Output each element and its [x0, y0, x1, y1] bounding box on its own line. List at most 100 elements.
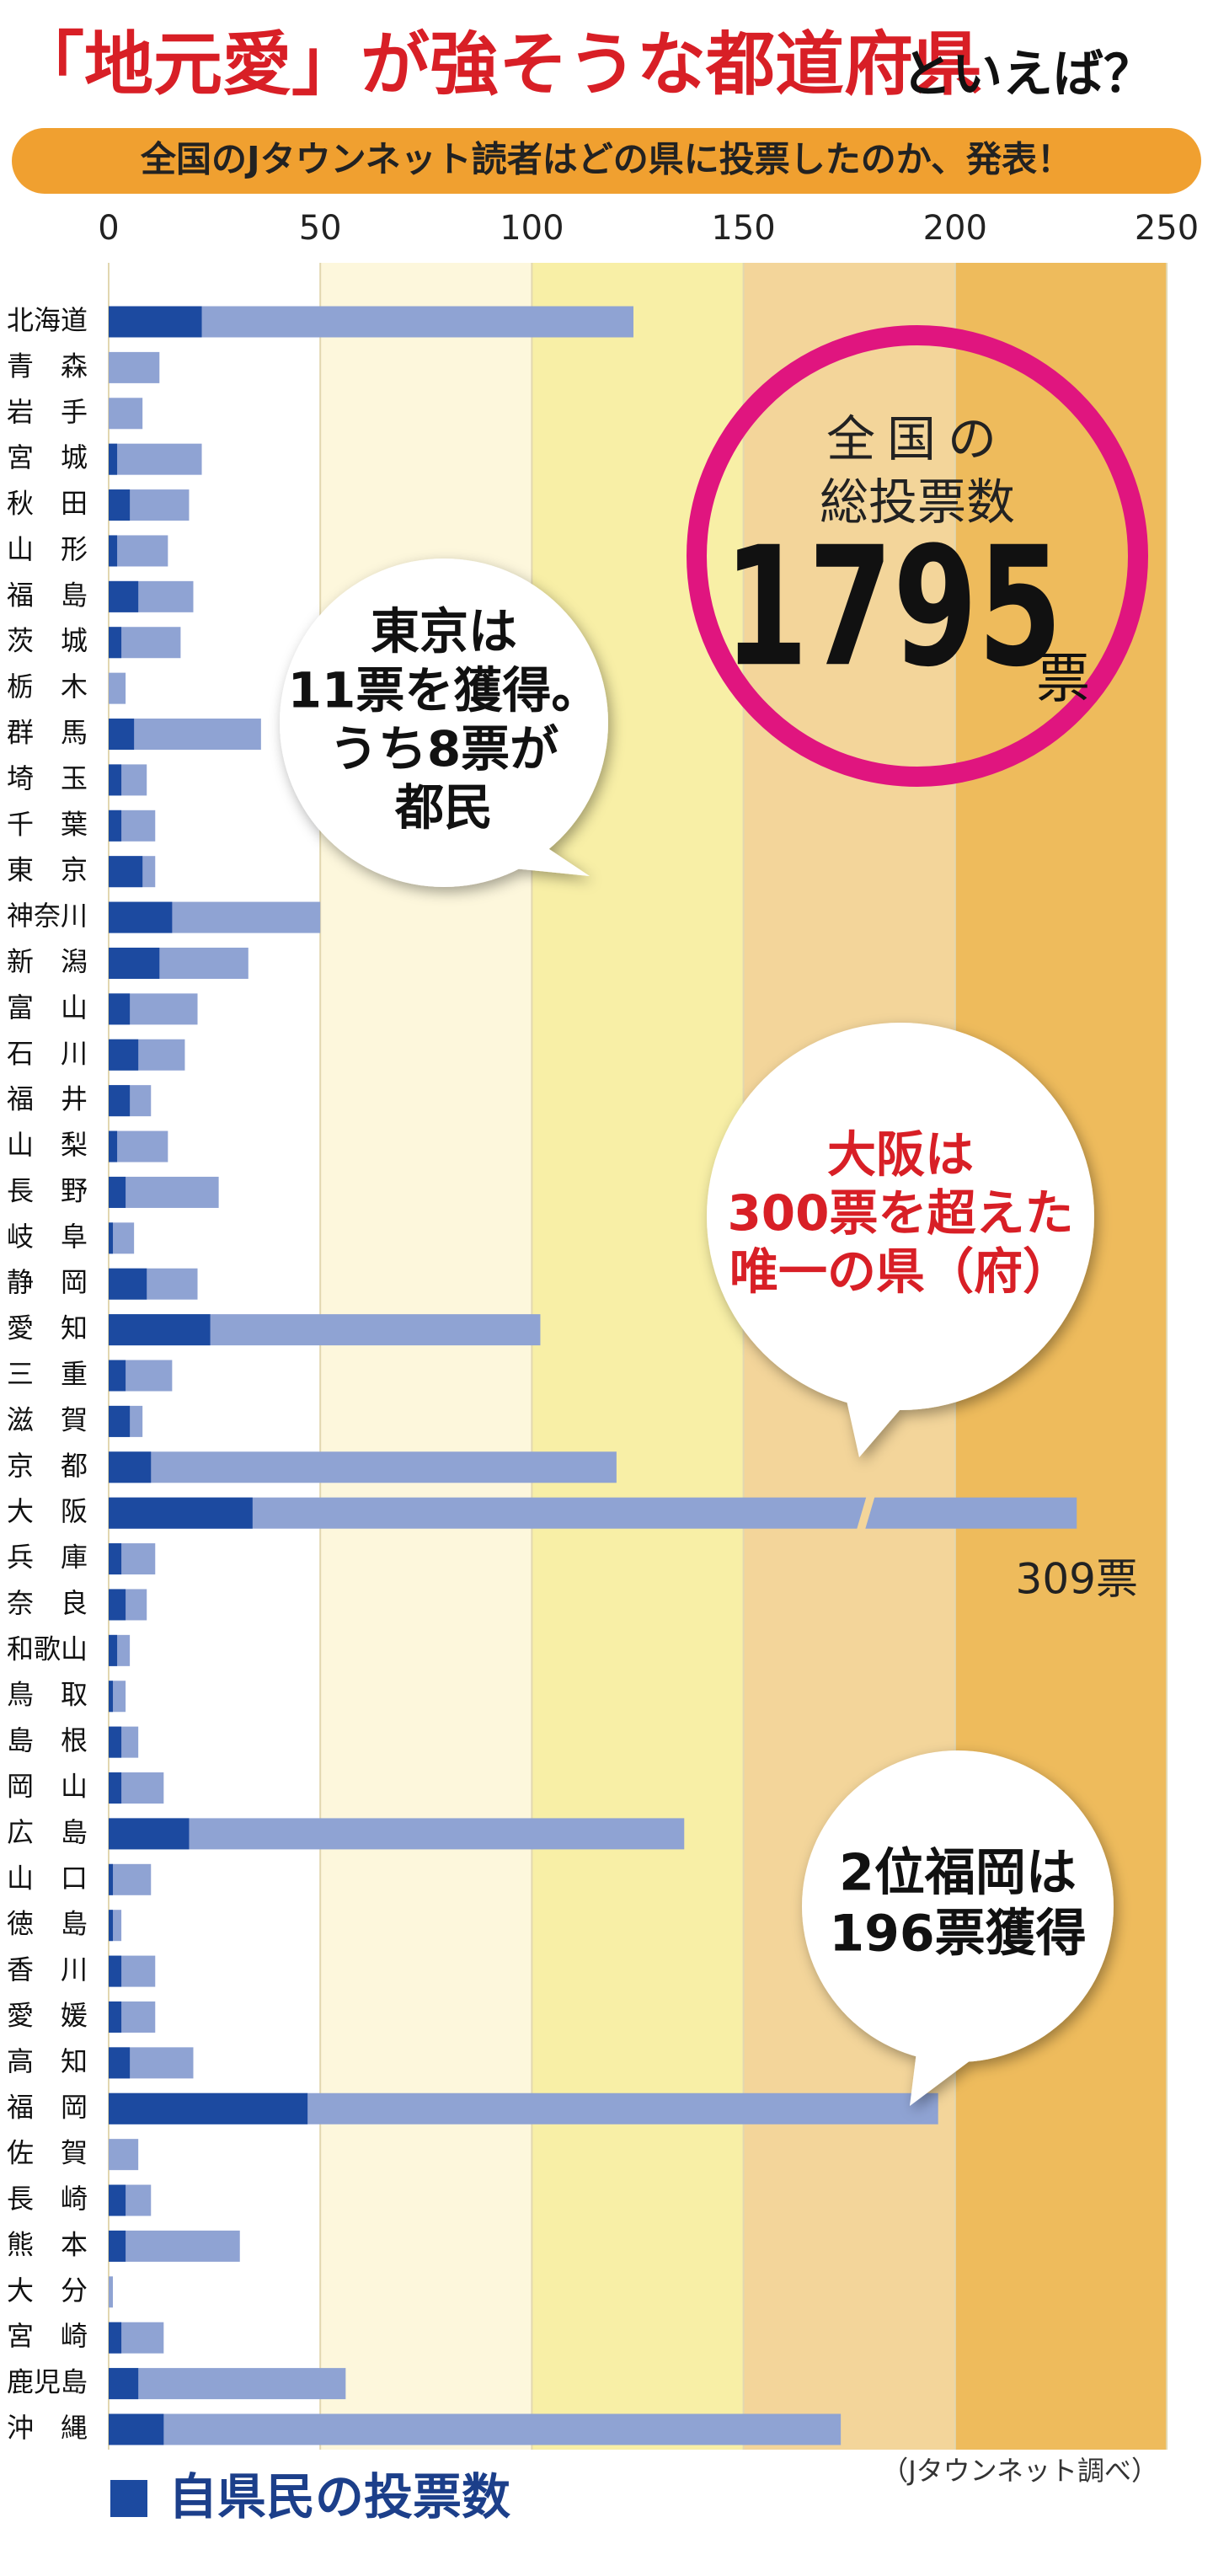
annotation-text: 11票を獲得。 [288, 661, 601, 719]
y-tick-label: 大 分 [7, 2274, 88, 2306]
total-circle [687, 325, 1148, 787]
y-tick-label: 徳 島 [7, 1908, 88, 1940]
bubble-tail [842, 1382, 910, 1457]
y-tick-label: 大 阪 [7, 1495, 88, 1527]
y-tick-label: 千 葉 [7, 808, 88, 840]
y-tick-label: 熊 本 [7, 2228, 88, 2260]
bar [109, 1863, 152, 1895]
bar [109, 764, 122, 796]
y-tick-label: 東 京 [7, 854, 88, 886]
y-tick-label: 鳥 取 [7, 1679, 88, 1711]
bar [109, 535, 118, 567]
speech-bubble [707, 1023, 1094, 1457]
bar [109, 810, 122, 842]
axis-break [856, 1495, 875, 1531]
y-tick-label: 長 野 [7, 1174, 88, 1206]
y-tick-label: 新 潟 [7, 945, 88, 977]
bubble-tail [505, 842, 590, 876]
bar [109, 1818, 685, 1850]
bar [109, 1818, 190, 1850]
y-tick-label: 岩 手 [7, 396, 88, 428]
bar [109, 2184, 126, 2216]
chart-title-suffix: といえば？ [901, 45, 1154, 104]
bar [109, 2001, 122, 2033]
bar [109, 1085, 131, 1117]
x-tick-label: 200 [923, 209, 987, 248]
subtitle-band [12, 128, 1201, 194]
bar [109, 443, 202, 475]
bar [109, 2368, 346, 2400]
y-tick-label: 沖 縄 [7, 2412, 88, 2444]
bar [109, 2230, 126, 2262]
annotation-text: 都民 [394, 779, 493, 836]
y-tick-label: 愛 媛 [7, 1999, 88, 2031]
y-tick-label: 静 岡 [7, 1266, 88, 1298]
bar [109, 1634, 118, 1666]
bar [109, 993, 131, 1025]
y-tick-label: 埼 玉 [7, 762, 88, 794]
bar [109, 1726, 122, 1758]
bar [109, 2322, 122, 2354]
bubble-body [802, 1750, 1114, 2062]
bar [109, 535, 168, 567]
bar [109, 1176, 219, 1208]
subtitle: 全国のJタウンネット読者はどの県に投票したのか、発表！ [140, 139, 1072, 180]
y-tick-label: 奈 良 [7, 1587, 88, 1619]
bar [109, 1314, 211, 1346]
y-tick-label: 滋 賀 [7, 1403, 88, 1435]
y-tick-label: 島 根 [7, 1724, 88, 1756]
data-label: 309票 [1016, 1555, 1138, 1604]
bar [109, 1451, 617, 1483]
y-tick-label: 佐 賀 [7, 2137, 88, 2169]
bar [109, 1497, 1077, 1529]
circle-unit: 票 [1036, 649, 1090, 711]
chart-title: 「地元愛」が強そうな都道府県 [15, 24, 982, 104]
source: （Jタウンネット調べ） [881, 2455, 1158, 2487]
bar [109, 1589, 126, 1621]
y-tick-label: 宮 城 [7, 441, 88, 473]
circle-text: 全国の [826, 410, 1008, 468]
y-tick-label: 秋 田 [7, 488, 88, 520]
bar [109, 1543, 122, 1575]
y-tick-label: 山 口 [7, 1862, 88, 1894]
bar [109, 1268, 147, 1300]
y-tick-label: 兵 庫 [7, 1542, 88, 1574]
y-tick-label: 香 川 [7, 1953, 88, 1985]
bar [109, 351, 160, 383]
bar [109, 1910, 114, 1942]
y-tick-label: 茨 城 [7, 625, 88, 657]
bar [109, 580, 139, 612]
bar [109, 1130, 168, 1162]
y-tick-label: 福 井 [7, 1083, 88, 1115]
y-tick-label: 富 山 [7, 991, 88, 1023]
speech-bubble [280, 558, 608, 887]
y-tick-label: 神奈川 [7, 900, 88, 932]
bar [109, 2413, 164, 2445]
bar [109, 398, 143, 430]
bar [109, 1130, 118, 1162]
bar [109, 1681, 114, 1713]
y-tick-label: 宮 崎 [7, 2320, 88, 2352]
bar [109, 627, 122, 659]
y-tick-label: 山 形 [7, 533, 88, 565]
bar [109, 2413, 842, 2445]
y-tick-label: 岡 山 [7, 1771, 88, 1803]
y-tick-label: 愛 知 [7, 1312, 88, 1344]
bar [109, 1772, 122, 1804]
bubble-body [280, 558, 608, 887]
bar [109, 2047, 131, 2079]
bar [109, 2368, 139, 2400]
y-tick-label: 三 重 [7, 1358, 88, 1390]
legend-label: 自県民の投票数 [168, 2468, 510, 2525]
y-tick-label: 青 森 [7, 350, 88, 382]
bar [109, 719, 135, 751]
bar [109, 672, 126, 704]
bar [109, 947, 160, 979]
annotation-text: 196票獲得 [829, 1905, 1086, 1964]
bar [109, 1360, 126, 1392]
y-tick-label: 鹿児島 [7, 2366, 88, 2398]
bar [109, 443, 118, 475]
x-tick-label: 250 [1135, 209, 1199, 248]
annotation-text: うち8票が [329, 720, 558, 778]
